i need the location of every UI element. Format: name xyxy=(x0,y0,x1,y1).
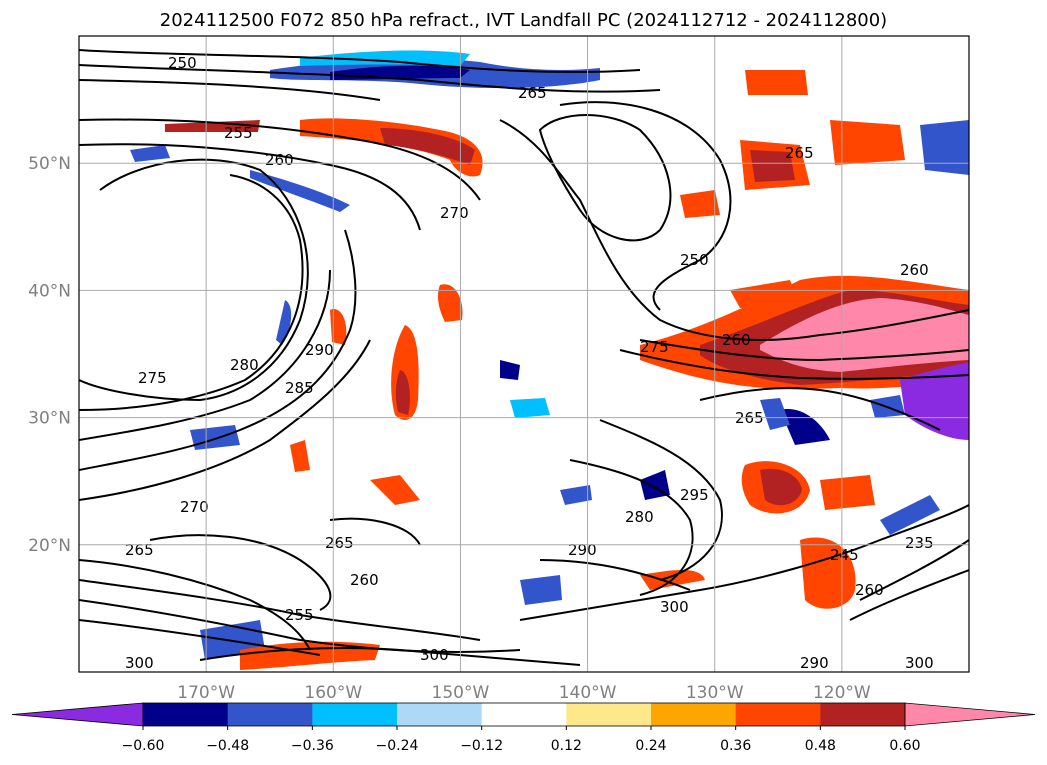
contour-label: 260 xyxy=(855,581,884,599)
contour-label: 270 xyxy=(440,204,469,222)
colorbar-extend-low xyxy=(11,702,144,727)
colorbar-tick-label: −0.60 xyxy=(122,738,165,754)
contour-label: 295 xyxy=(680,486,709,504)
colorbar-segment xyxy=(397,703,483,726)
contour-label: 265 xyxy=(785,144,814,162)
contour-label: 255 xyxy=(224,124,253,142)
colorbar-outline xyxy=(142,702,906,727)
colorbar-tick-label: −0.36 xyxy=(291,738,334,754)
lon-tick-label: 130°W xyxy=(686,683,744,703)
contour-label: 280 xyxy=(625,508,654,526)
contour-label: 245 xyxy=(830,546,859,564)
colorbar-segment xyxy=(312,703,398,726)
colorbar-tick-label: −0.12 xyxy=(460,738,503,754)
contour-label: 255 xyxy=(285,606,314,624)
colorbar-segment xyxy=(820,703,906,726)
colorbar-tick-label: 0.36 xyxy=(720,738,751,754)
contour-label: 300 xyxy=(420,646,449,664)
graticule xyxy=(79,36,969,672)
contour-label: 300 xyxy=(660,598,689,616)
contour-label: 265 xyxy=(325,534,354,552)
contour-label: 250 xyxy=(680,251,709,269)
lat-tick-label: 20°N xyxy=(28,536,71,556)
contour-label: 285 xyxy=(285,379,314,397)
contour-label: 265 xyxy=(518,84,547,102)
colorbar-segment xyxy=(481,703,567,726)
contour-label: 290 xyxy=(305,341,334,359)
colorbar-extend-high xyxy=(904,702,1036,727)
contour-label: 275 xyxy=(640,338,669,356)
contour-label: 290 xyxy=(568,541,597,559)
colorbar-segment xyxy=(227,703,313,726)
contour-lines xyxy=(79,49,969,666)
lat-tick-label: 30°N xyxy=(28,409,71,429)
contour-label: 300 xyxy=(905,654,934,672)
contour-label: 300 xyxy=(125,654,154,672)
contour-labels: 250 255 260 265 270 275 280 285 290 295 … xyxy=(125,54,934,672)
contour-label: 265 xyxy=(125,541,154,559)
contour-label: 250 xyxy=(168,54,197,72)
lon-tick-label: 120°W xyxy=(813,683,871,703)
contour-label: 260 xyxy=(265,151,294,169)
colorbar-segment xyxy=(735,703,821,726)
colorbar-tick-label: 0.48 xyxy=(805,738,836,754)
contour-label: 235 xyxy=(905,534,934,552)
lon-tick-label: 170°W xyxy=(177,683,235,703)
colorbar-segment xyxy=(566,703,652,726)
contour-label: 270 xyxy=(180,498,209,516)
contour-label: 260 xyxy=(722,331,751,349)
contour-label: 275 xyxy=(138,369,167,387)
contour-label: 280 xyxy=(230,356,259,374)
lat-tick-label: 50°N xyxy=(28,154,71,174)
colorbar-tick-label: 0.12 xyxy=(551,738,582,754)
plot-frame xyxy=(78,35,970,673)
colorbar-tick-label: 0.60 xyxy=(889,738,920,754)
colorbar-segment xyxy=(143,703,229,726)
contour-label: 290 xyxy=(800,654,829,672)
lon-tick-label: 150°W xyxy=(432,683,490,703)
colorbar: −0.60 −0.48 −0.36 −0.24 −0.12 0.12 0.24 0.36 0.4… xyxy=(11,702,1036,754)
lon-tick-label: 140°W xyxy=(559,683,617,703)
lat-tick-label: 40°N xyxy=(28,281,71,301)
contour-label: 260 xyxy=(350,571,379,589)
colorbar-tick-label: 0.24 xyxy=(635,738,666,754)
colorbar-tick-label: −0.48 xyxy=(206,738,249,754)
colorbar-tick-label: −0.24 xyxy=(376,738,419,754)
map-title: 2024112500 F072 850 hPa refract., IVT La… xyxy=(159,10,888,31)
latitude-axis: 20°N 30°N 40°N 50°N xyxy=(28,154,71,556)
lon-tick-label: 160°W xyxy=(304,683,362,703)
contour-label: 260 xyxy=(900,261,929,279)
colorbar-segment xyxy=(651,703,737,726)
longitude-axis: 170°W 160°W 150°W 140°W 130°W 120°W xyxy=(177,683,871,703)
